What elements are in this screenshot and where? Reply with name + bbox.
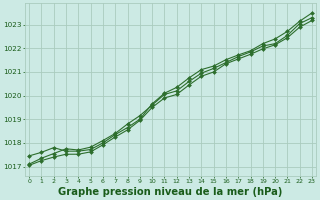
X-axis label: Graphe pression niveau de la mer (hPa): Graphe pression niveau de la mer (hPa) (58, 187, 283, 197)
